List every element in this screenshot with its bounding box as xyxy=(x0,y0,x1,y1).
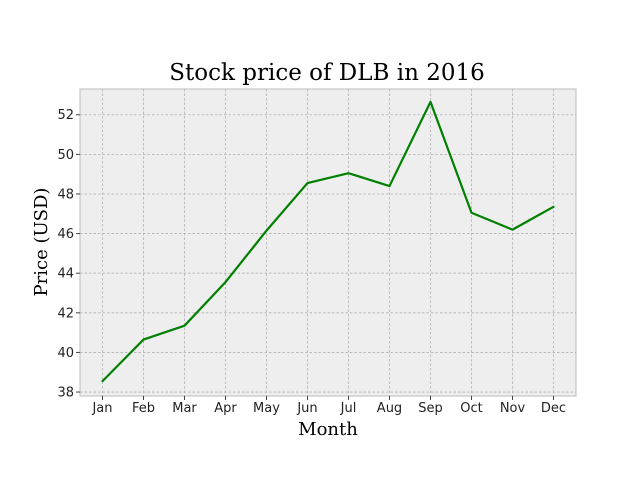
x-tick-label: Jan xyxy=(91,401,112,416)
x-tick-label: Jun xyxy=(296,401,317,416)
x-tick-label: Sep xyxy=(418,401,443,416)
grid-lines xyxy=(80,89,576,396)
x-tick-label: Jul xyxy=(340,401,357,416)
x-tick-labels: Jan Feb Mar Apr May Jun Jul Aug Sep Oct Nov Dec xyxy=(91,401,566,416)
y-tick-label: 42 xyxy=(57,306,74,321)
x-axis-label: Month xyxy=(298,419,358,440)
y-tick-label: 38 xyxy=(57,386,74,401)
series-layer xyxy=(101,100,555,383)
x-tick-label: Aug xyxy=(377,401,402,416)
price-line xyxy=(101,100,555,383)
axis-ticks xyxy=(76,114,554,400)
plot-area xyxy=(79,88,577,397)
y-tick-label: 40 xyxy=(57,346,74,361)
x-tick-label: Oct xyxy=(460,401,482,416)
y-tick-labels: 38 40 42 44 46 48 50 52 xyxy=(57,108,74,400)
x-tick-label: Nov xyxy=(500,401,526,416)
chart-title: Stock price of DLB in 2016 xyxy=(169,60,484,86)
x-tick-label: May xyxy=(253,401,280,416)
y-tick-label: 44 xyxy=(57,267,74,282)
x-tick-label: Mar xyxy=(172,401,197,416)
y-tick-label: 52 xyxy=(57,108,74,123)
x-tick-label: Apr xyxy=(214,401,237,416)
y-axis-label: Price (USD) xyxy=(31,188,52,297)
y-tick-label: 46 xyxy=(57,227,74,242)
y-tick-label: 50 xyxy=(57,148,74,163)
y-tick-label: 48 xyxy=(57,187,74,202)
x-tick-label: Feb xyxy=(132,401,155,416)
x-tick-label: Dec xyxy=(541,401,566,416)
